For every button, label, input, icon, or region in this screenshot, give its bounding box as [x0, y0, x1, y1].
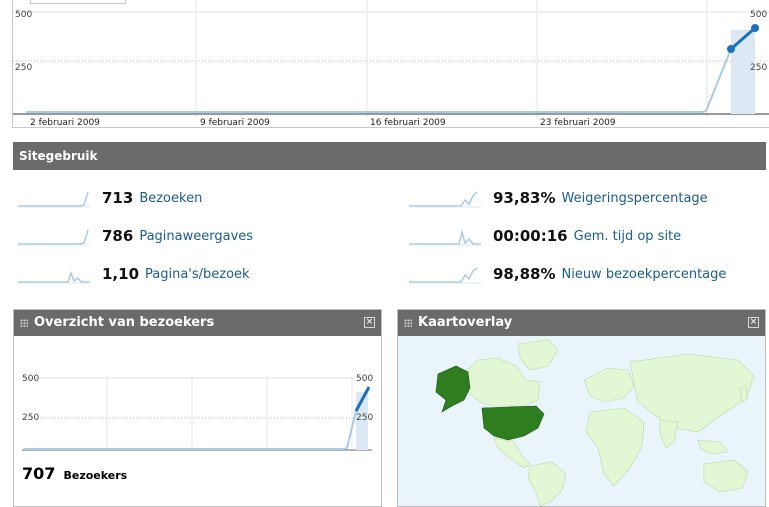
- series-line-light: [26, 48, 732, 113]
- x-date-label: 16 februari 2009: [370, 118, 446, 128]
- map-usa: [481, 405, 545, 441]
- drag-handle-icon[interactable]: [20, 319, 28, 327]
- metric-link[interactable]: Weigeringspercentage: [561, 190, 708, 206]
- metric-value: 93,83%: [493, 189, 556, 207]
- map-south-america: [527, 461, 567, 506]
- map-africa: [585, 407, 645, 487]
- y-tick-500: 500: [22, 374, 40, 384]
- map-india: [659, 419, 679, 449]
- metric-value: 00:00:16: [493, 227, 568, 245]
- series-line-light: [24, 410, 357, 450]
- widget-header[interactable]: Overzicht van bezoekers ×: [14, 310, 381, 336]
- metric-pageviews[interactable]: 786 Paginaweergaves: [18, 225, 253, 247]
- map-australia: [703, 459, 749, 493]
- metric-link[interactable]: Bezoeken: [139, 190, 203, 206]
- metric-value: 786: [102, 227, 134, 245]
- metric-value: 1,10: [102, 265, 140, 283]
- y-tick-250-right: 250: [356, 413, 374, 423]
- visitor-count-value: 707: [22, 464, 56, 483]
- y-tick-500-right: 500: [356, 374, 374, 384]
- metric-link[interactable]: Gem. tijd op site: [573, 228, 682, 244]
- map-japan: [739, 385, 749, 403]
- visitors-overview-widget: Overzicht van bezoekers × 500 250 500 25…: [13, 309, 382, 507]
- series-line-accent: [730, 26, 756, 51]
- map-mexico: [493, 437, 531, 469]
- visitor-count-label: Bezoekers: [63, 469, 128, 482]
- y-tick-250: 250: [22, 413, 40, 423]
- world-map[interactable]: [398, 336, 765, 506]
- metric-link[interactable]: Paginaweergaves: [139, 228, 254, 244]
- map-asia: [629, 353, 755, 433]
- visitor-count: 707 Bezoekers: [22, 464, 127, 483]
- y-tick-500: 500: [15, 10, 33, 20]
- data-point-1: [727, 45, 735, 53]
- map-overlay-widget: Kaartoverlay ×: [397, 309, 766, 507]
- sparkline-icon: [409, 267, 481, 284]
- series-line-accent: [354, 386, 371, 412]
- map-canada: [459, 357, 541, 407]
- chart-tab-stub: [30, 0, 126, 4]
- metric-link[interactable]: Nieuw bezoekpercentage: [561, 266, 727, 282]
- y-tick-250-right: 250: [750, 63, 768, 73]
- map-europe: [583, 367, 635, 403]
- chart-svg: [13, 0, 769, 118]
- sparkline-icon: [409, 229, 481, 246]
- x-date-label: 9 februari 2009: [200, 118, 270, 128]
- metric-new-visits[interactable]: 98,88% Nieuw bezoekpercentage: [409, 263, 726, 285]
- x-date-label: 2 februari 2009: [30, 118, 100, 128]
- close-icon[interactable]: ×: [748, 317, 759, 328]
- x-date-label: 23 februari 2009: [540, 118, 616, 128]
- sparkline-icon: [409, 191, 481, 208]
- sparkline-icon: [18, 191, 90, 208]
- visits-over-time-chart: 500 250 500 250 2 februari 2009 9 februa…: [12, 0, 769, 128]
- map-alaska: [435, 365, 471, 413]
- widget-title: Kaartoverlay: [418, 315, 513, 330]
- chart-frame: [12, 0, 769, 128]
- metric-link[interactable]: Pagina's/bezoek: [145, 266, 250, 282]
- metric-avg-time[interactable]: 00:00:16 Gem. tijd op site: [409, 225, 681, 247]
- metric-value: 713: [102, 189, 134, 207]
- visitors-mini-chart: [22, 376, 372, 451]
- map-indonesia: [697, 439, 729, 455]
- metric-visits[interactable]: 713 Bezoeken: [18, 187, 202, 209]
- widget-header[interactable]: Kaartoverlay ×: [398, 310, 765, 336]
- metric-pages-per-visit[interactable]: 1,10 Pagina's/bezoek: [18, 263, 250, 285]
- close-icon[interactable]: ×: [364, 317, 375, 328]
- site-usage-header: Sitegebruik: [13, 142, 766, 170]
- data-point-2: [751, 24, 759, 32]
- widget-title: Overzicht van bezoekers: [34, 315, 215, 330]
- metric-value: 98,88%: [493, 265, 556, 283]
- map-greenland: [517, 339, 559, 371]
- metric-bounce-rate[interactable]: 93,83% Weigeringspercentage: [409, 187, 708, 209]
- sparkline-icon: [18, 229, 90, 246]
- drag-handle-icon[interactable]: [404, 319, 412, 327]
- y-tick-250: 250: [15, 63, 33, 73]
- sparkline-icon: [18, 270, 90, 284]
- y-tick-500-right: 500: [750, 10, 768, 20]
